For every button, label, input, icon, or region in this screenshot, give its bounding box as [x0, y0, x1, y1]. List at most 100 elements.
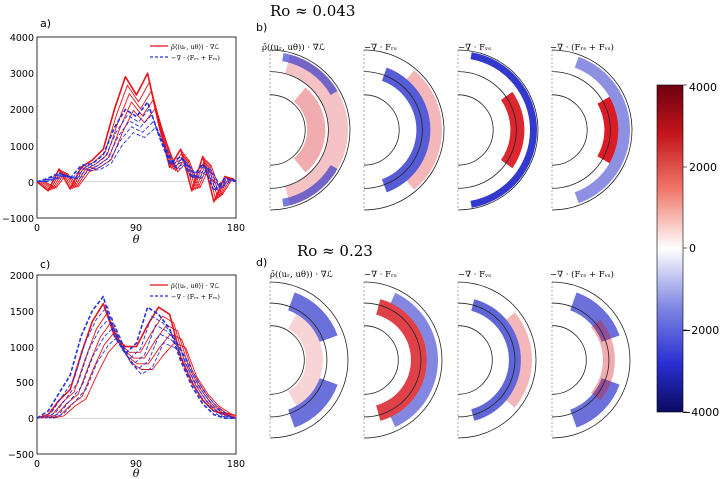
shell-boundary: [551, 325, 587, 395]
series-line-blue: [40, 114, 237, 190]
panel-label-d: d): [256, 256, 267, 269]
shell-boundary: [269, 49, 351, 211]
chart-a-xlabel: θ: [133, 233, 140, 246]
field-band: [288, 378, 338, 428]
chart-c-ytick: 1500: [10, 307, 34, 318]
shell-boundary: [269, 71, 329, 189]
shell-boundary: [363, 325, 399, 395]
colorbar: 4000 2000 0 −2000 −4000: [656, 81, 719, 419]
shell-boundary: [457, 49, 539, 211]
rossby-bottom-title: Ro ≈ 0.23: [297, 242, 373, 260]
map-title: ρ̄((uᵣ, uθ)) · ∇ℒ: [270, 269, 334, 280]
chart-c-xtick: 180: [227, 459, 245, 470]
shell-boundary: [269, 302, 328, 418]
shell-boundary: [551, 94, 588, 166]
rossby-top-title: Ro ≈ 0.043: [270, 2, 355, 20]
series-line-blue: [38, 108, 237, 191]
field-band: [591, 319, 615, 401]
series-line-red: [42, 98, 237, 198]
chart-c-xlabel: θ: [133, 467, 140, 479]
series-line-red: [36, 302, 237, 419]
colorbar-tick: −2000: [682, 324, 719, 337]
panel-label-a: a): [40, 17, 51, 30]
series-line-blue: [36, 295, 236, 419]
series-line-blue: [36, 101, 237, 192]
chart-a-ytick: 4000: [10, 33, 34, 44]
shell-boundary: [363, 94, 400, 166]
chart-a-xtick: 90: [130, 223, 142, 234]
panel-label-c: c): [40, 258, 50, 271]
shell-boundary: [269, 325, 305, 395]
chart-c-ytick: 500: [16, 378, 34, 389]
field-band: [406, 70, 442, 190]
shell-boundary: [457, 71, 517, 189]
series-line-red: [38, 81, 237, 201]
field-band: [376, 299, 427, 421]
map-title: −∇ · (Fᵣₛ + Fᵥₛ): [550, 42, 614, 53]
shell-boundary: [551, 49, 633, 211]
chart-a: 4000 3000 2000 1000 0 −1000 0 90 180 θ ρ…: [2, 33, 245, 246]
chart-a-xtick: 0: [34, 223, 40, 234]
chart-a-ytick: 3000: [10, 69, 34, 80]
chart-c-xtick: 90: [130, 459, 142, 470]
shell-boundary: [457, 94, 494, 166]
series-line-blue: [40, 305, 236, 419]
shell-boundary: [269, 94, 306, 166]
colorbar-tick: 2000: [689, 161, 717, 174]
colorbar-tick: 0: [689, 242, 696, 255]
map-title: −∇ · Fᵣₛ: [364, 43, 397, 53]
map-title: ρ̄((uᵣ, uθ)) · ∇ℒ: [262, 42, 326, 53]
map-title: −∇ · Fᵥₛ: [458, 270, 491, 280]
chart-a-ytick: −1000: [2, 214, 34, 225]
chart-a-ytick: 0: [28, 178, 34, 189]
series-line-red: [40, 312, 237, 419]
shell-boundary: [457, 325, 493, 395]
meridional-map: [269, 49, 351, 211]
chart-a-xticks: 0 90 180: [34, 223, 245, 234]
legend-text-blue: −∇ · (Fᵣₛ + Fᵥₛ): [171, 54, 220, 62]
chart-c-ytick: 0: [28, 414, 34, 425]
shell-boundary: [551, 281, 631, 439]
chart-c-ytick: 2000: [10, 271, 34, 282]
series-line-blue: [44, 315, 236, 419]
legend-text-blue: −∇ · (Fᵣₛ + Fᵥₛ): [171, 293, 220, 301]
meridional-map: [363, 281, 443, 439]
meridional-map: [457, 281, 537, 439]
chart-a-yticks: 4000 3000 2000 1000 0 −1000: [2, 33, 34, 225]
field-band: [500, 91, 525, 169]
map-title: −∇ · (Fᵣₛ + Fᵥₛ): [550, 269, 614, 280]
field-band: [506, 312, 533, 408]
shell-boundary: [457, 302, 516, 418]
shell-boundary: [363, 49, 445, 211]
chart-c-xticks: 0 90 180: [34, 459, 245, 470]
meridional-maps: [269, 49, 633, 439]
chart-a-ytick: 1000: [10, 142, 34, 153]
field-band: [470, 52, 538, 208]
field-band: [381, 67, 431, 193]
chart-a-frame: [36, 36, 237, 219]
map-title: −∇ · Fᵥₛ: [458, 43, 491, 53]
chart-c-frame: [36, 274, 237, 455]
field-band: [574, 56, 630, 204]
field-band: [282, 53, 338, 95]
chart-c-legend: ρ̄⟨⟨uᵣ, uθ⟩⟩ · ∇ℒ −∇ · (Fᵣₛ + Fᵥₛ): [150, 282, 220, 301]
shell-boundary: [457, 281, 537, 439]
series-line-blue: [44, 127, 237, 189]
legend-text-red: ρ̄⟨⟨uᵣ, uθ⟩⟩ · ∇ℒ: [171, 43, 219, 51]
colorbar-tick: 4000: [689, 81, 717, 94]
shell-boundary: [363, 302, 422, 418]
chart-c: 2000 1500 1000 500 0 −500 0 90 180 θ ρ̄⟨…: [8, 271, 245, 479]
shell-boundary: [551, 302, 610, 418]
colorbar-tick: −4000: [682, 406, 719, 419]
series-line-red: [44, 321, 237, 419]
field-band: [570, 292, 620, 342]
colorbar-gradient: [656, 84, 684, 413]
field-band: [288, 292, 338, 342]
chart-a-xtick: 180: [227, 223, 245, 234]
map-title: −∇ · Fᵣₛ: [364, 270, 397, 280]
series-line-blue: [48, 325, 237, 419]
chart-c-lines: [36, 295, 237, 419]
chart-a-legend: ρ̄⟨⟨uᵣ, uθ⟩⟩ · ∇ℒ −∇ · (Fᵣₛ + Fᵥₛ): [150, 43, 220, 62]
field-band: [390, 292, 438, 428]
